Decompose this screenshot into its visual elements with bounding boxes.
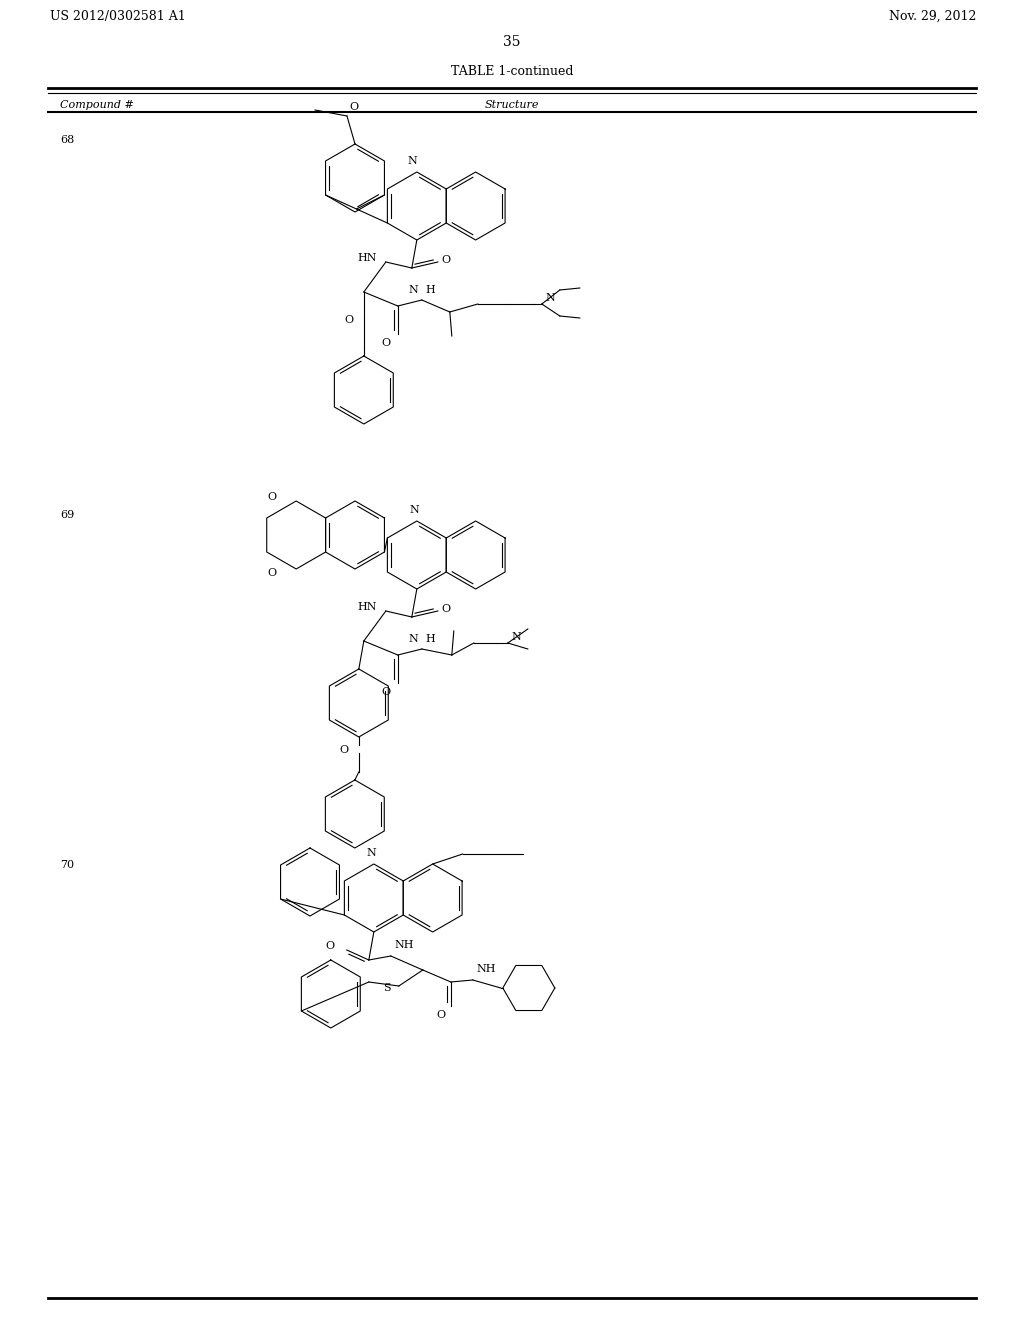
Text: O: O [345, 315, 354, 325]
Text: N: N [367, 847, 377, 858]
Text: O: O [326, 941, 335, 950]
Text: O: O [381, 686, 390, 697]
Text: 68: 68 [60, 135, 75, 145]
Text: HN: HN [357, 602, 377, 612]
Text: Structure: Structure [484, 100, 540, 110]
Text: O: O [267, 568, 276, 578]
Text: 35: 35 [503, 36, 521, 49]
Text: O: O [340, 744, 349, 755]
Text: N: N [410, 506, 420, 515]
Text: N: N [409, 634, 418, 644]
Text: US 2012/0302581 A1: US 2012/0302581 A1 [50, 11, 185, 22]
Text: N: N [408, 156, 418, 166]
Text: NH: NH [477, 964, 497, 974]
Text: 69: 69 [60, 510, 75, 520]
Text: S: S [383, 983, 391, 993]
Text: N: N [409, 285, 418, 294]
Text: TABLE 1-continued: TABLE 1-continued [451, 65, 573, 78]
Text: O: O [441, 255, 451, 265]
Text: NH: NH [395, 940, 415, 950]
Text: O: O [436, 1010, 445, 1020]
Text: HN: HN [357, 253, 377, 263]
Text: H: H [426, 285, 435, 294]
Text: O: O [349, 102, 358, 112]
Text: O: O [267, 492, 276, 502]
Text: N: N [546, 293, 556, 304]
Text: Nov. 29, 2012: Nov. 29, 2012 [889, 11, 976, 22]
Text: O: O [441, 605, 451, 614]
Text: 70: 70 [60, 861, 74, 870]
Text: Compound #: Compound # [60, 100, 134, 110]
Text: O: O [381, 338, 390, 348]
Text: N: N [512, 632, 521, 642]
Text: H: H [426, 634, 435, 644]
